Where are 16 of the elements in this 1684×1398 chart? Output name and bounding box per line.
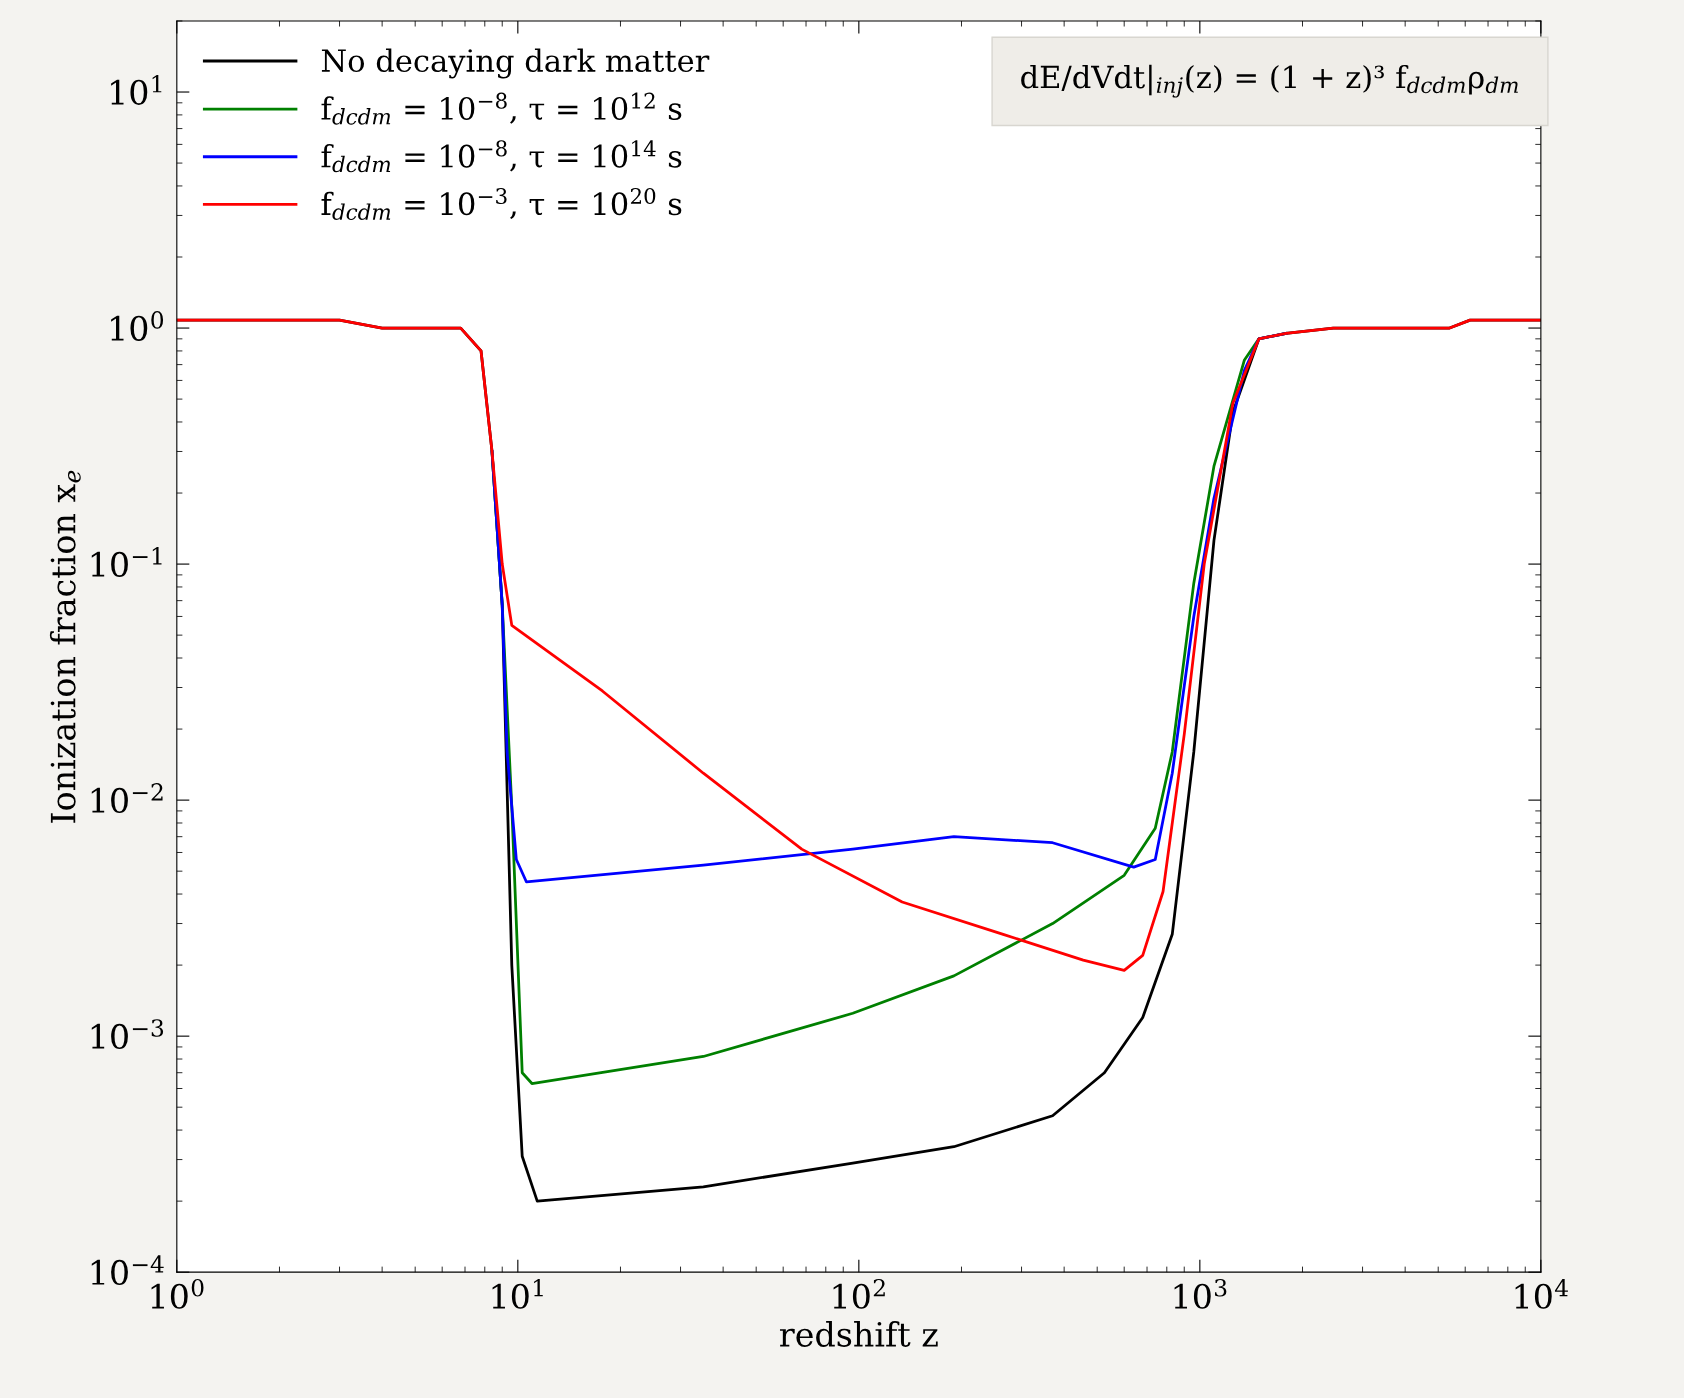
y-axis-title: Ionization fraction x$_{e}$ [49, 470, 81, 823]
x-tick-label: 10$^{4}$ [1515, 1278, 1568, 1309]
legend-label: f$_{dcdm}$ = 10$^{−8}$, τ = 10$^{14}$ s [321, 140, 682, 173]
legend-label: No decaying dark matter [321, 48, 710, 79]
y-tick-label: 10$^{−2}$ [91, 783, 163, 814]
annotation: dE/dVdt|$_{inj}$(z) = (1 + z)³ f$_{dcdm}$ρ$_{dm}$ [1021, 64, 1518, 98]
x-axis-title: redshift z [779, 1321, 938, 1347]
x-tick-label: 10$^{1}$ [492, 1278, 543, 1309]
x-tick-label: 10$^{3}$ [1174, 1278, 1227, 1309]
legend-label: f$_{dcdm}$ = 10$^{−8}$, τ = 10$^{12}$ s [321, 92, 682, 125]
x-tick-label: 10$^{2}$ [833, 1278, 885, 1309]
y-tick-label: 10$^{−3}$ [91, 1019, 164, 1050]
y-tick-label: 10$^{1}$ [111, 75, 162, 105]
y-tick-label: 10$^{0}$ [111, 311, 164, 341]
legend-label: f$_{dcdm}$ = 10$^{−3}$, τ = 10$^{20}$ s [321, 187, 682, 220]
y-tick-label: 10$^{−1}$ [91, 547, 162, 577]
